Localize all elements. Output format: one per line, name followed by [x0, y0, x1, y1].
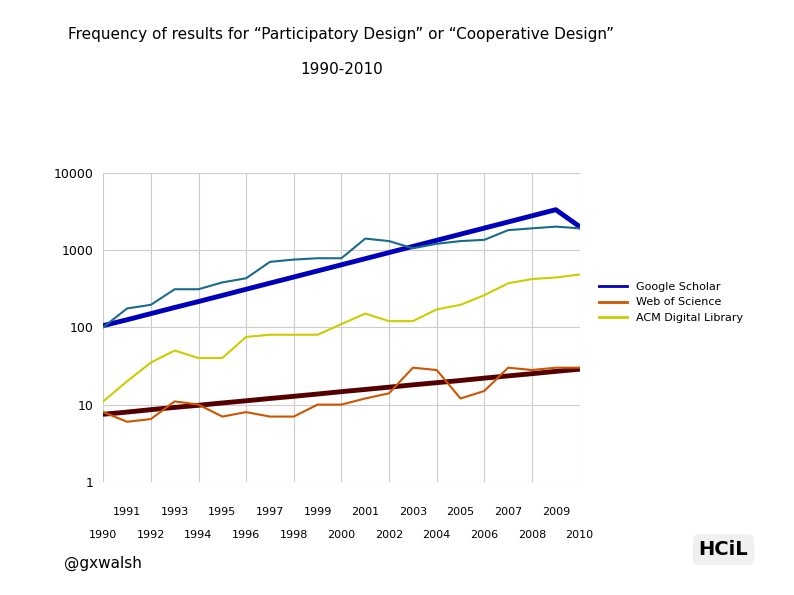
- Text: 2010: 2010: [565, 530, 594, 540]
- Text: 2000: 2000: [327, 530, 356, 540]
- Text: 1998: 1998: [279, 530, 308, 540]
- Text: 2001: 2001: [351, 507, 380, 516]
- Text: 2004: 2004: [422, 530, 451, 540]
- Text: 1997: 1997: [256, 507, 284, 516]
- Text: 1990-2010: 1990-2010: [300, 62, 383, 77]
- Text: 1992: 1992: [137, 530, 165, 540]
- Text: 2009: 2009: [542, 507, 570, 516]
- Text: Frequency of results for “Participatory Design” or “Cooperative Design”: Frequency of results for “Participatory …: [68, 27, 615, 42]
- Text: 1994: 1994: [184, 530, 213, 540]
- Text: 1990: 1990: [89, 530, 118, 540]
- Text: HCiL: HCiL: [699, 540, 748, 559]
- Text: 1991: 1991: [113, 507, 141, 516]
- Text: @gxwalsh: @gxwalsh: [64, 556, 141, 571]
- Text: 2008: 2008: [518, 530, 546, 540]
- Text: 1993: 1993: [160, 507, 189, 516]
- Text: 2005: 2005: [446, 507, 475, 516]
- Legend: Google Scholar, Web of Science, ACM Digital Library: Google Scholar, Web of Science, ACM Digi…: [595, 277, 747, 327]
- Text: 1995: 1995: [208, 507, 237, 516]
- Text: 2003: 2003: [399, 507, 427, 516]
- Text: 2007: 2007: [494, 507, 522, 516]
- Text: 1999: 1999: [303, 507, 332, 516]
- Text: 2002: 2002: [375, 530, 403, 540]
- Text: 1996: 1996: [232, 530, 260, 540]
- Text: 2006: 2006: [470, 530, 499, 540]
